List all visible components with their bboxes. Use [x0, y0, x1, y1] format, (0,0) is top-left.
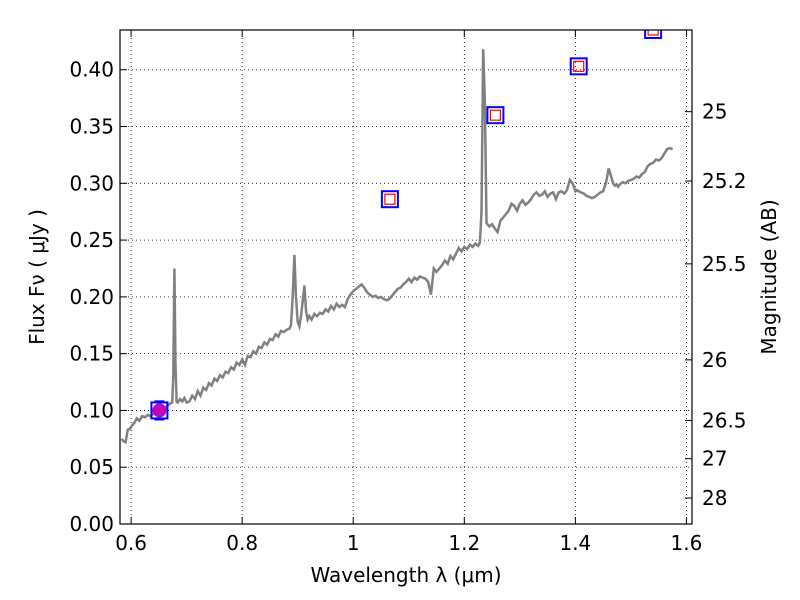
observed-point: [152, 403, 167, 418]
y-tick-label: 0.35: [69, 115, 114, 139]
photometry-markers: [150, 30, 663, 421]
y-tick-labels: 0.00 0.05 0.10 0.15 0.20 0.25 0.30 0.35 0.40: [69, 58, 114, 536]
magnitude-tick-labels: 25 25.2 25.5 26 26.5 27 28: [702, 100, 747, 510]
y-tick-label: 0.30: [69, 171, 114, 195]
magnitude-tick-label: 25.2: [702, 169, 747, 193]
spectrum-line: [120, 49, 674, 445]
y-tick-label: 0.00: [69, 512, 114, 536]
right-axis-title: Magnitude (AB): [757, 199, 781, 354]
magnitude-tick-label: 26: [702, 348, 727, 372]
y-tick-label: 0.20: [69, 285, 114, 309]
x-tick-label: 1: [347, 531, 360, 555]
x-tick-label: 1.4: [559, 531, 591, 555]
model-point-inner: [573, 60, 585, 72]
model-point-outer: [569, 57, 588, 76]
model-point-inner: [384, 193, 396, 205]
model-point-inner: [489, 109, 502, 121]
y-tick-label: 0.25: [69, 228, 114, 252]
magnitude-tick-label: 28: [702, 486, 727, 510]
x-tick-labels: 0.6 0.8 1 1.2 1.4 1.6: [115, 531, 702, 555]
x-tick-label: 0.8: [226, 531, 258, 555]
x-tick-label: 1.6: [671, 531, 703, 555]
x-tick-label: 1.2: [448, 531, 480, 555]
observed-point-box: [150, 401, 169, 420]
y-tick-label: 0.15: [69, 342, 114, 366]
y-tick-label: 0.05: [69, 455, 114, 479]
y-axis-title: Flux Fν ( μJy ): [25, 209, 49, 345]
model-point-outer: [644, 30, 663, 39]
x-tick-label: 0.6: [115, 531, 147, 555]
y-tick-label: 0.10: [69, 398, 114, 422]
model-point-outer: [380, 190, 399, 209]
magnitude-tick-label: 27: [702, 447, 727, 471]
model-point-outer: [486, 106, 505, 125]
model-point-inner: [647, 30, 659, 36]
plot-area: [120, 30, 674, 445]
magnitude-tick-label: 25.5: [702, 252, 747, 276]
x-axis-title: Wavelength λ (μm): [310, 563, 501, 587]
magnitude-tick-label: 26.5: [702, 408, 747, 432]
axis-ticks: [120, 30, 692, 525]
plot-frame: [119, 29, 693, 525]
magnitude-tick-label: 25: [702, 100, 727, 124]
y-tick-label: 0.40: [69, 58, 114, 82]
